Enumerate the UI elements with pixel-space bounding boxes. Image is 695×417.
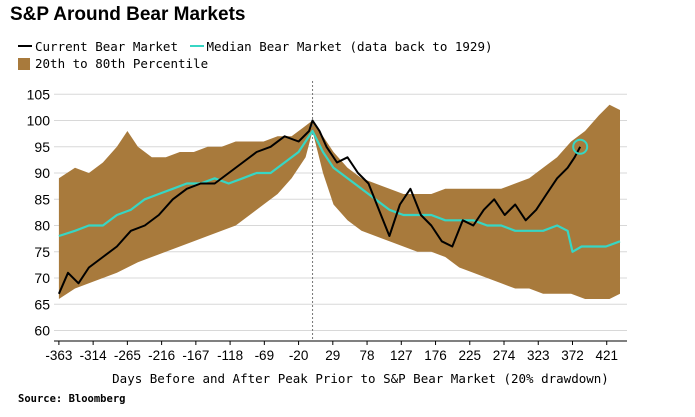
y-tick-label: 70 <box>34 270 50 286</box>
x-tick-label: -20 <box>289 348 309 363</box>
chart-title: S&P Around Bear Markets <box>10 4 246 25</box>
percentile-band <box>58 104 620 299</box>
x-tick-label: 29 <box>325 348 340 363</box>
current-bear-line <box>57 119 582 295</box>
x-tick-label: 372 <box>561 348 584 363</box>
y-tick-label: 105 <box>27 86 51 102</box>
legend-swatch-band <box>18 57 30 70</box>
x-tick-label: 274 <box>493 348 516 363</box>
x-tick-label: 421 <box>595 348 618 363</box>
legend-item-median: Median Bear Market (data back to 1929) <box>189 38 493 54</box>
x-tick-label: -265 <box>114 348 141 363</box>
x-tick-label: -314 <box>80 348 108 363</box>
legend-label-band: 20th to 80th Percentile <box>35 56 209 71</box>
x-tick-label: -363 <box>45 348 72 363</box>
y-tick-label: 95 <box>34 139 50 155</box>
legend-swatch-median <box>189 45 204 47</box>
x-axis-label: Days Before and After Peak Prior to S&P … <box>112 371 609 386</box>
legend-label-current: Current Bear Market <box>35 38 178 54</box>
x-tick-label: 78 <box>360 348 375 363</box>
y-tick-label: 100 <box>27 113 51 129</box>
source-note: Source: Bloomberg <box>18 393 126 405</box>
x-tick-label: 127 <box>390 348 413 363</box>
x-tick-label: -167 <box>182 348 209 363</box>
x-tick-label: -216 <box>148 348 175 363</box>
y-tick-label: 75 <box>34 244 50 260</box>
current-point-marker <box>572 138 589 155</box>
legend: Current Bear Market Median Bear Market (… <box>18 35 497 54</box>
y-tick-label: 65 <box>34 296 50 312</box>
y-tick-label: 80 <box>34 218 50 234</box>
x-tick-label: 176 <box>424 348 447 363</box>
legend-item-band: 20th to 80th Percentile <box>18 56 208 71</box>
x-tick-label: -69 <box>255 348 275 363</box>
legend-swatch-current <box>18 45 32 47</box>
x-tick-label: 323 <box>527 348 550 363</box>
legend-item-current: Current Bear Market <box>18 39 178 54</box>
legend-row-2: 20th to 80th Percentile <box>18 56 212 73</box>
x-tick-label: 225 <box>459 348 482 363</box>
legend-label-median: Median Bear Market (data back to 1929) <box>206 38 493 54</box>
y-tick-label: 60 <box>34 323 50 339</box>
y-tick-label: 85 <box>34 191 50 207</box>
y-tick-label: 90 <box>34 165 50 181</box>
median-bear-line <box>58 129 621 253</box>
x-tick-label: -118 <box>217 348 243 363</box>
